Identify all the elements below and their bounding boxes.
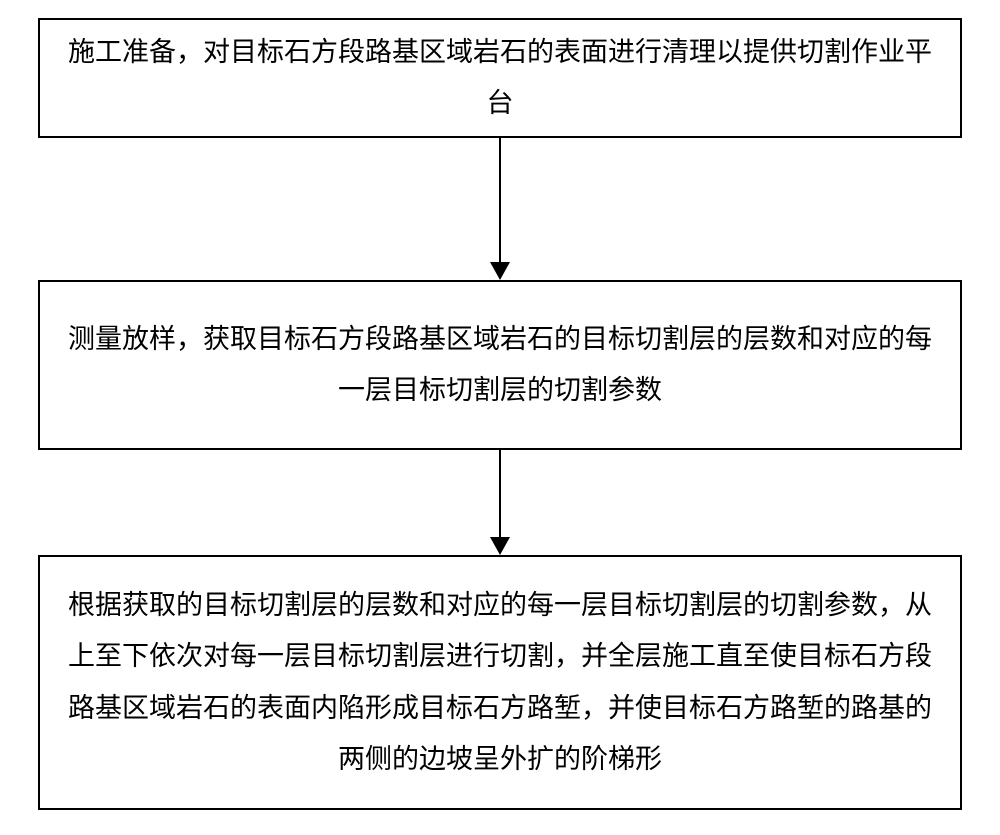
flowchart-arrow-2-shaft [499, 450, 501, 537]
flowchart-arrow-1-head [490, 262, 510, 280]
flowchart-arrow-2-head [490, 537, 510, 555]
flowchart-step-3-text: 根据获取的目标切割层的层数和对应的每一层目标切割层的切割参数，从上至下依次对每一… [60, 580, 940, 785]
flowchart-step-2: 测量放样，获取目标石方段路基区域岩石的目标切割层的层数和对应的每一层目标切割层的… [38, 280, 962, 450]
flowchart-arrow-1-shaft [499, 138, 501, 262]
flowchart-step-2-text: 测量放样，获取目标石方段路基区域岩石的目标切割层的层数和对应的每一层目标切割层的… [60, 314, 940, 417]
flowchart-container: 施工准备，对目标石方段路基区域岩石的表面进行清理以提供切割作业平台 测量放样，获… [0, 0, 1000, 835]
flowchart-step-1: 施工准备，对目标石方段路基区域岩石的表面进行清理以提供切割作业平台 [38, 18, 962, 138]
flowchart-step-3: 根据获取的目标切割层的层数和对应的每一层目标切割层的切割参数，从上至下依次对每一… [38, 555, 962, 810]
flowchart-step-1-text: 施工准备，对目标石方段路基区域岩石的表面进行清理以提供切割作业平台 [60, 27, 940, 130]
